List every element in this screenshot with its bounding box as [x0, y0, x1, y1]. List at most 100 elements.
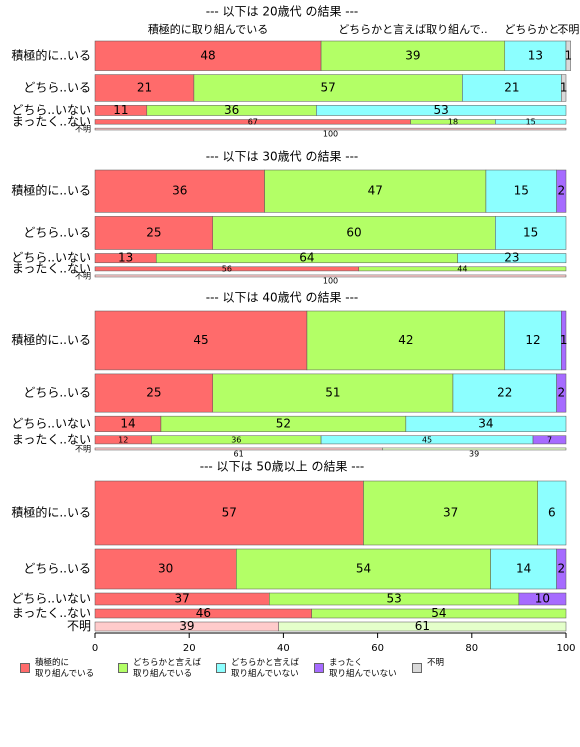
row-label: 積極的に..いる — [11, 47, 91, 62]
value-label: 21 — [504, 80, 519, 94]
bar-segment — [94, 40, 322, 71]
value-label: 100 — [323, 130, 338, 139]
value-label: 10 — [535, 592, 550, 606]
value-label: 15 — [526, 117, 536, 126]
row-label: どちら..いる — [23, 80, 91, 94]
value-label: 22 — [497, 386, 512, 400]
value-label: 36 — [224, 103, 239, 117]
value-label: 45 — [193, 333, 208, 347]
bar-segment — [94, 216, 213, 250]
bar-segment — [462, 74, 562, 102]
value-label: 51 — [325, 386, 340, 400]
column-label: どちらかと.. — [504, 23, 566, 36]
value-label: 61 — [415, 619, 430, 633]
value-label: 42 — [398, 333, 413, 347]
value-label: 39 — [469, 449, 479, 458]
row-label: どちら..いない — [11, 592, 91, 606]
value-label: 11 — [113, 103, 128, 117]
value-label: 57 — [222, 506, 237, 520]
bar-segment — [556, 169, 567, 213]
x-tick-label: 20 — [183, 643, 196, 654]
row-label: どちら..いない — [11, 103, 91, 117]
bar-segment — [236, 548, 491, 590]
bar-segment — [94, 169, 265, 213]
value-label: 13 — [528, 48, 543, 62]
value-label: 21 — [137, 80, 152, 94]
bar-segment — [311, 608, 567, 619]
value-label: 54 — [356, 562, 371, 576]
bar-segment — [264, 169, 487, 213]
bar-segment — [382, 447, 567, 451]
value-label: 25 — [146, 225, 161, 239]
value-label: 36 — [172, 184, 187, 198]
value-label: 64 — [299, 251, 314, 265]
legend-swatch — [412, 663, 422, 673]
row-label: まったく..ない — [12, 432, 91, 446]
row-label: 不明 — [67, 619, 91, 633]
value-label: 48 — [200, 48, 215, 62]
bar-segment — [94, 310, 308, 371]
legend-swatch — [314, 663, 324, 673]
x-tick-label: 100 — [556, 643, 575, 654]
row-label: どちら..いる — [23, 386, 91, 400]
row-label: 積極的に..いる — [11, 505, 91, 520]
value-label: 47 — [368, 184, 383, 198]
legend-swatch — [118, 663, 128, 673]
panel-title: --- 以下は 30歳代 の結果 --- — [206, 150, 359, 164]
value-label: 37 — [174, 592, 189, 606]
value-label: 36 — [231, 435, 241, 444]
value-label: 15 — [514, 184, 529, 198]
bar-segment — [537, 480, 567, 546]
bar-segment — [532, 435, 567, 445]
bar-segment — [565, 40, 571, 71]
bar-segment — [212, 216, 496, 250]
legend-label: 積極的に 取り組んでいる — [35, 658, 95, 679]
legend-label: まったく 取り組んでいない — [329, 658, 397, 679]
bar-segment — [363, 480, 538, 546]
value-label: 6 — [548, 506, 556, 520]
value-label: 12 — [118, 435, 128, 444]
bar-segment — [94, 548, 237, 590]
row-label: 不明 — [75, 271, 91, 280]
bar-segment — [358, 266, 567, 272]
x-tick-label: 60 — [371, 643, 384, 654]
value-label: 1 — [560, 333, 568, 347]
value-label: 100 — [323, 276, 338, 285]
value-label: 12 — [525, 333, 540, 347]
value-label: 13 — [118, 251, 133, 265]
bar-segment — [556, 373, 567, 413]
value-label: 7 — [547, 435, 552, 444]
value-label: 61 — [234, 449, 244, 458]
bar-segment — [504, 310, 562, 371]
bar-segment — [316, 105, 567, 116]
legend-swatch — [216, 663, 226, 673]
bar-segment — [495, 119, 567, 125]
value-label: 2 — [557, 562, 565, 576]
value-label: 1 — [560, 80, 568, 94]
value-label: 30 — [158, 562, 173, 576]
row-label: 積極的に..いる — [11, 332, 91, 347]
value-label: 18 — [448, 117, 458, 126]
value-label: 2 — [557, 184, 565, 198]
value-label: 56 — [222, 264, 232, 273]
value-label: 53 — [434, 103, 449, 117]
value-label: 23 — [504, 251, 519, 265]
panel-title: --- 以下は 20歳代 の結果 --- — [206, 5, 359, 19]
bar-segment — [405, 415, 567, 432]
bar-segment — [94, 480, 364, 546]
value-label: 46 — [196, 606, 211, 620]
bar-segment — [561, 74, 567, 102]
value-label: 67 — [248, 117, 258, 126]
column-label: どちらかと言えば取り組んで.. — [338, 23, 487, 36]
bar-segment — [518, 592, 567, 606]
bar-segment — [278, 621, 567, 632]
row-label: まったく..ない — [12, 606, 91, 620]
bar-segment — [94, 74, 195, 102]
x-tick-label: 80 — [465, 643, 478, 654]
value-label: 25 — [146, 386, 161, 400]
value-label: 14 — [516, 562, 531, 576]
bar-segment — [94, 127, 567, 131]
legend-label: どちらかと言えば 取り組んでいる — [133, 658, 202, 679]
row-label: 不明 — [75, 125, 91, 134]
